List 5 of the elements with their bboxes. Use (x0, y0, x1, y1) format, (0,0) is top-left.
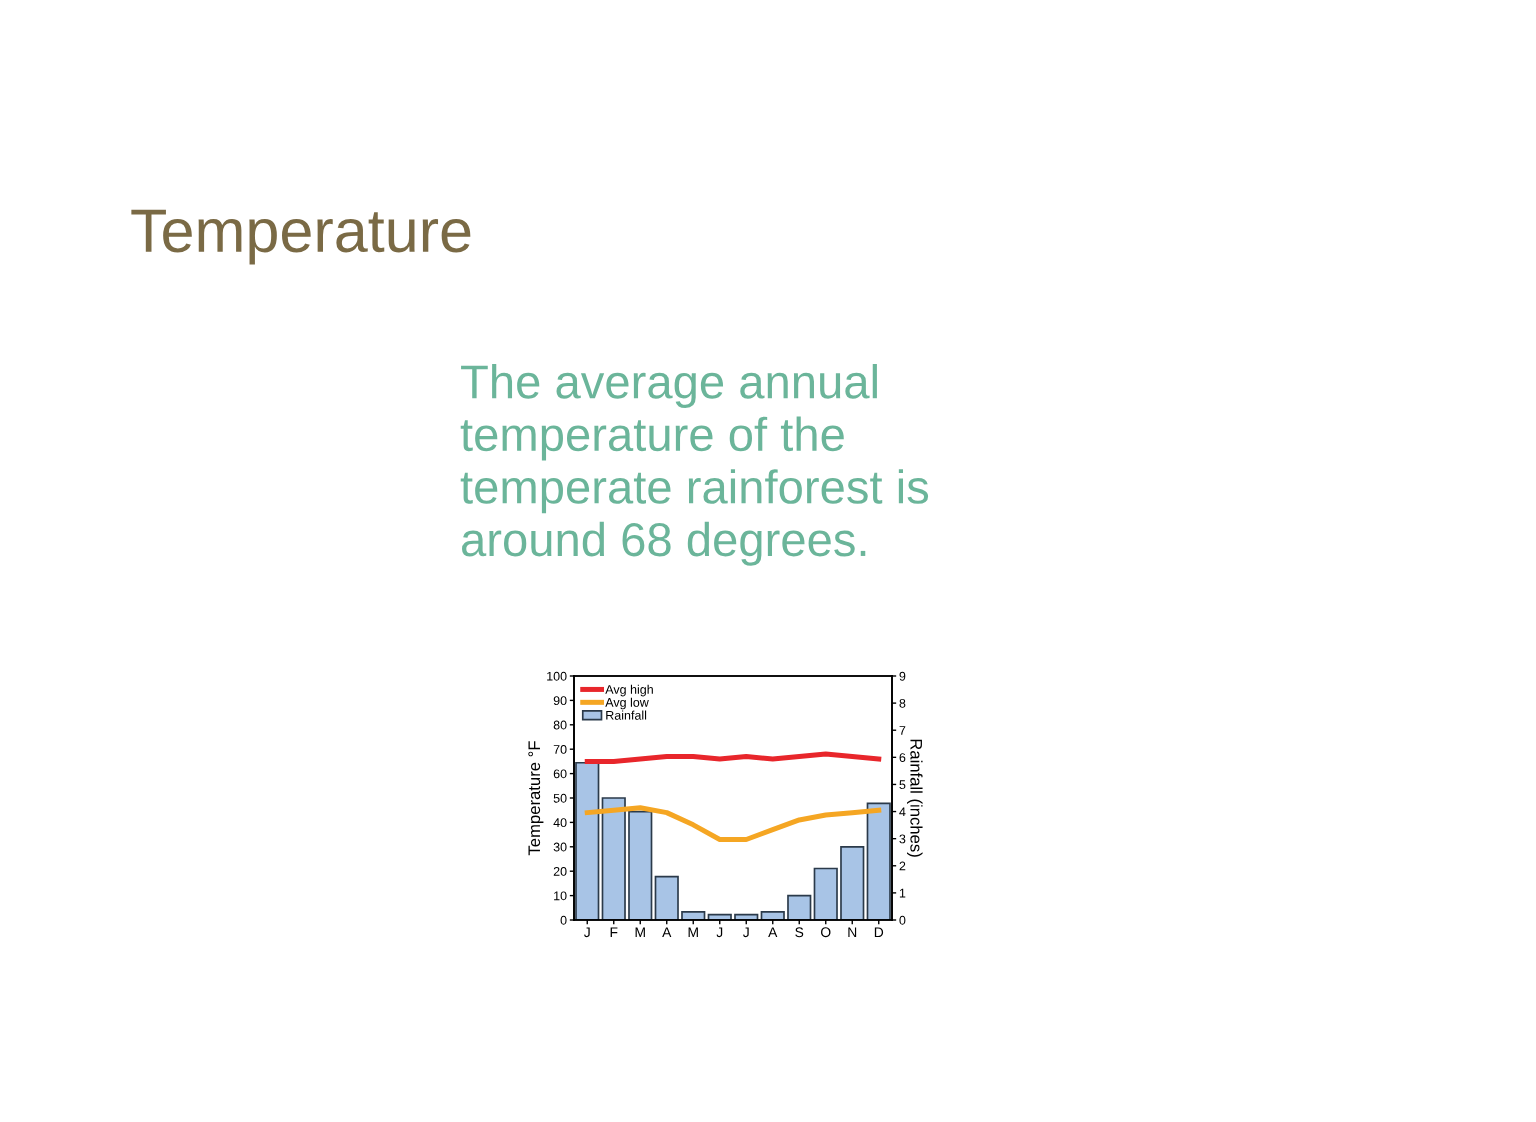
y2-axis-title: Rainfall (inches) (907, 739, 923, 857)
chart-title: Temperature (131, 209, 471, 265)
y-axis-title: Temperature °F (528, 741, 544, 856)
line-series (584, 805, 882, 842)
chart-subtitle: The average annual temperature of the temperate rainforest is around 68 degrees. (460, 364, 929, 566)
